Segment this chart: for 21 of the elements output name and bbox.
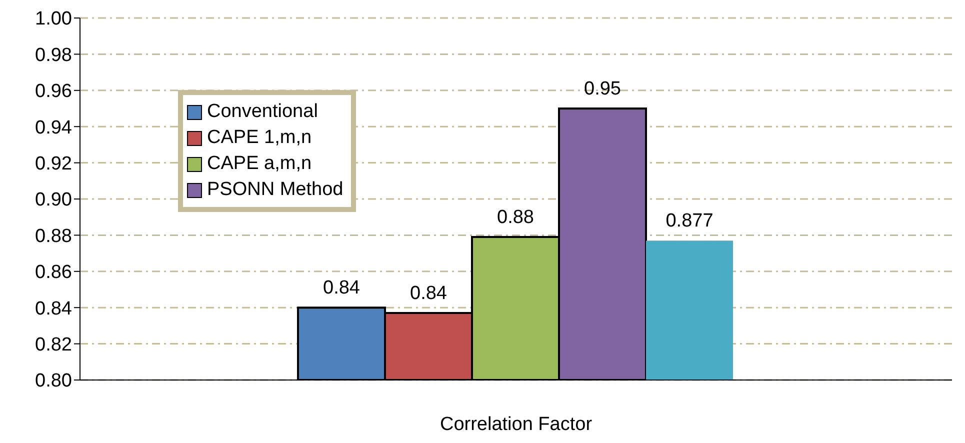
y-tick-label: 1.00 (35, 8, 72, 30)
y-tick-label: 0.96 (35, 81, 72, 102)
legend-label: CAPE 1,m,n (207, 126, 312, 150)
y-tick-label: 0.90 (35, 190, 72, 211)
legend-label: PSONN Method (207, 178, 344, 202)
legend-label: Conventional (207, 100, 318, 124)
y-tick-label: 0.88 (35, 226, 72, 247)
x-axis-title: Correlation Factor (440, 414, 593, 435)
data-label: 0.84 (410, 283, 448, 304)
y-tick-label: 0.80 (35, 370, 72, 392)
data-label: 0.95 (584, 78, 621, 100)
y-tick-label: 0.94 (35, 117, 72, 138)
y-tick-label: 0.92 (35, 154, 72, 175)
data-label: 0.88 (497, 207, 534, 228)
y-tick-label: 0.86 (35, 262, 72, 284)
y-tick-label: 0.98 (35, 44, 72, 66)
y-tick-label: 0.82 (35, 334, 72, 356)
legend-label: CAPE a,m,n (207, 152, 312, 176)
data-label: 0.84 (323, 278, 360, 299)
y-tick-label: 0.84 (35, 298, 72, 320)
data-label: 0.877 (666, 210, 714, 232)
